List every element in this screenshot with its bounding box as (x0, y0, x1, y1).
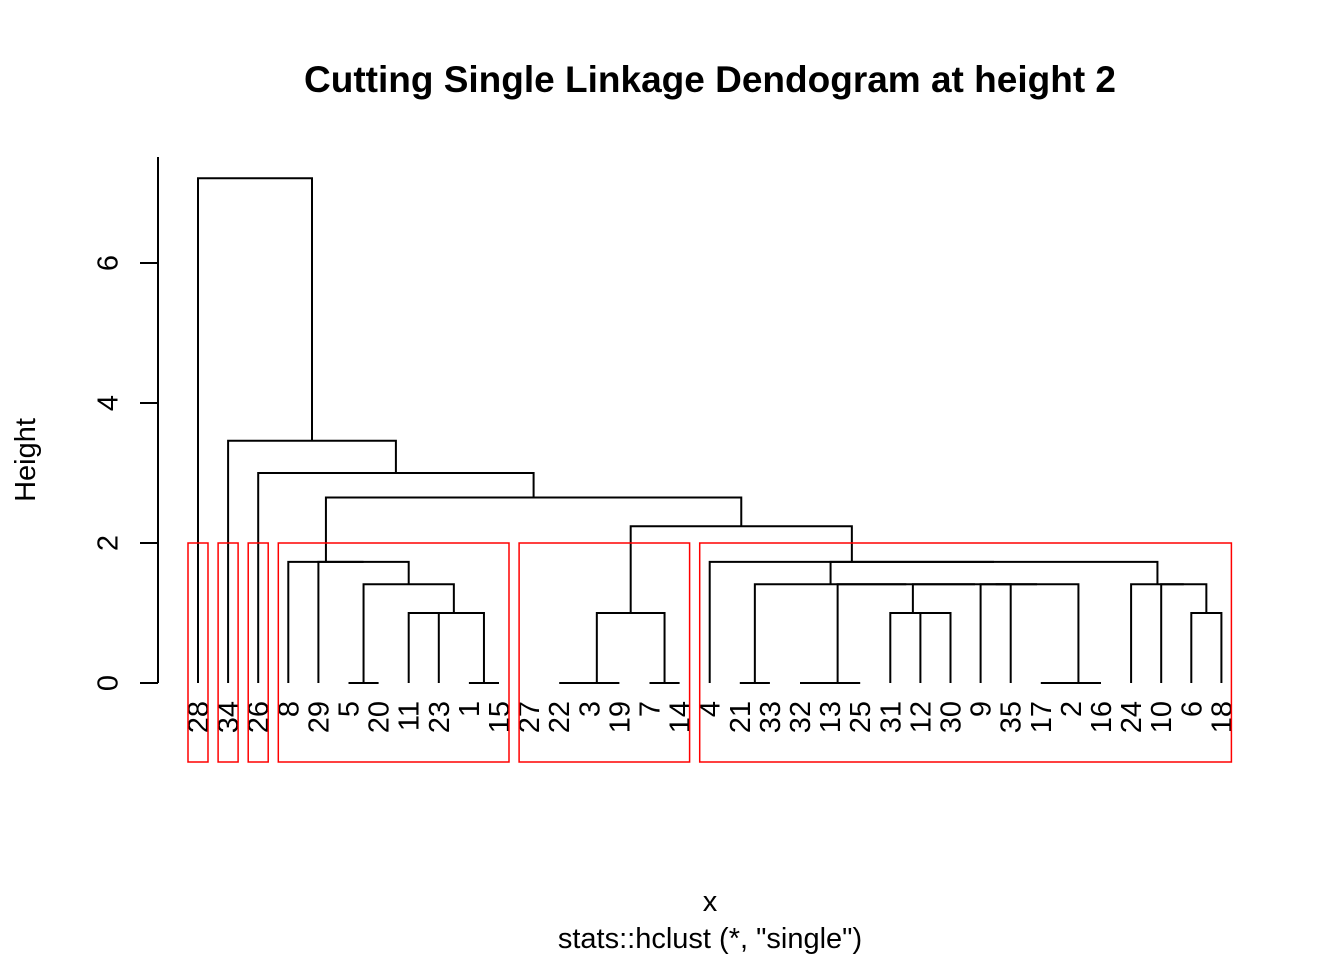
dendrogram-link (995, 583, 1080, 683)
cluster-box (698, 542, 1233, 763)
dendrogram-link (1160, 583, 1208, 683)
y-tick-label: 4 (93, 395, 125, 411)
dendrogram-link (919, 612, 952, 683)
cluster-cut-boxes (187, 542, 1233, 763)
dendrogram-link (708, 560, 995, 683)
leaf-label: 10 (1146, 701, 1178, 733)
dendrogram-link (595, 612, 666, 683)
cluster-box (187, 542, 209, 763)
dendrogram-link (1190, 612, 1223, 683)
dendrogram-link (257, 472, 535, 683)
chart-subtitle: stats::hclust (*, "single") (558, 923, 862, 955)
dendrogram-link (829, 560, 1159, 585)
leaf-label: 3 (574, 701, 606, 717)
cluster-box (217, 542, 239, 763)
y-tick-label: 0 (93, 675, 125, 691)
y-tick-label: 6 (93, 255, 125, 271)
leaf-label: 11 (394, 701, 426, 731)
dendrogram-link (753, 583, 907, 683)
dendrogram-tree (197, 177, 1223, 684)
leaf-label: 19 (604, 701, 636, 733)
leaf-label: 32 (785, 701, 817, 733)
leaf-label: 1 (454, 701, 486, 717)
leaf-label: 31 (875, 701, 907, 733)
leaf-label: 7 (635, 701, 667, 717)
y-axis-label: Height (10, 418, 42, 502)
leaf-label: 20 (364, 701, 396, 733)
y-axis: Height 0 2 4 6 (10, 157, 159, 691)
leaf-label: 8 (273, 701, 305, 717)
leaf-label: 16 (1086, 701, 1118, 733)
leaf-label: 22 (544, 701, 576, 733)
leaf-labels: 2834268295201123115272231971442133321325… (183, 701, 1238, 733)
leaf-label: 15 (484, 701, 516, 733)
dendrogram-link (324, 496, 743, 562)
leaf-label: 2 (1056, 701, 1088, 717)
dendrogram-link (287, 560, 364, 683)
cluster-box (277, 542, 510, 763)
dendrogram-link (836, 583, 975, 683)
dendrogram-link (1130, 583, 1184, 683)
cluster-box (247, 542, 269, 763)
dendrogram-link (979, 583, 1012, 683)
leaf-label: 21 (725, 701, 757, 733)
leaf-label: 6 (1176, 701, 1208, 717)
leaf-label: 33 (755, 701, 787, 733)
dendrogram-link (197, 177, 313, 683)
dendrogram-link (423, 612, 485, 683)
x-axis-label: x (703, 886, 718, 918)
dendrogram-link (629, 525, 853, 613)
leaf-label: 4 (695, 701, 727, 717)
leaf-label: 5 (334, 701, 366, 717)
leaf-label: 30 (936, 701, 968, 733)
dendrogram-link (889, 612, 936, 683)
leaf-label: 9 (966, 701, 998, 717)
dendrogram-link (407, 612, 440, 683)
chart-title: Cutting Single Linkage Dendogram at heig… (304, 59, 1116, 100)
leaf-label: 18 (1206, 701, 1238, 733)
leaf-label: 35 (996, 701, 1028, 733)
leaf-label: 17 (1026, 701, 1058, 733)
leaf-label: 29 (303, 701, 335, 733)
dendrogram-link (911, 583, 1038, 613)
cluster-box (518, 542, 691, 763)
leaf-label: 23 (424, 701, 456, 733)
leaf-label: 25 (845, 701, 877, 733)
leaf-label: 13 (815, 701, 847, 733)
leaf-label: 12 (905, 701, 937, 733)
leaf-label: 14 (665, 701, 697, 733)
y-tick-label: 2 (93, 535, 125, 551)
leaf-label: 24 (1116, 701, 1148, 733)
